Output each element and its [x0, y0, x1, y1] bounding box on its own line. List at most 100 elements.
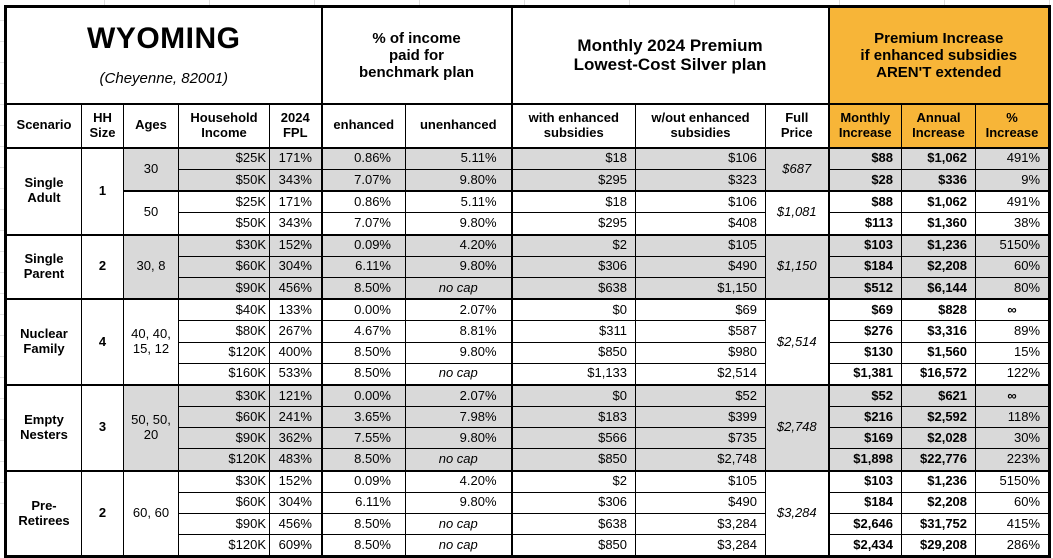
cell-income: $50K — [178, 212, 270, 236]
cell-ages: 50, 50, 20 — [123, 383, 179, 472]
col-header-2024-fpl: 2024 FPL — [269, 103, 322, 149]
cell-enhanced-pct: 7.07% — [320, 212, 406, 236]
cell-enhanced-pct: 0.86% — [320, 190, 406, 214]
cell-ages: 50 — [123, 190, 179, 236]
cell-without-subsidies: $105 — [635, 233, 767, 257]
cell-scenario: Single Adult — [5, 146, 82, 236]
state-title: WYOMING — [87, 21, 241, 55]
cell-monthly-increase: $184 — [827, 491, 903, 515]
cell-annual-increase: $2,208 — [901, 491, 977, 515]
cell-unenhanced-pct: no cap — [404, 512, 513, 536]
cell-with-subsidies: $850 — [510, 341, 637, 364]
cell-pct-increase: 286% — [975, 534, 1051, 558]
group-header-row: WYOMING (Cheyenne, 82001) % of income pa… — [5, 5, 1051, 105]
cell-monthly-increase: $103 — [827, 469, 903, 493]
cell-with-subsidies: $638 — [510, 512, 637, 536]
cell-income: $60K — [178, 406, 270, 429]
col-header-with-enhanced-subsidies: with enhanced subsidies — [510, 103, 637, 149]
col-header-monthly-increase: Monthly Increase — [827, 103, 903, 149]
cell-with-subsidies: $295 — [510, 212, 637, 236]
cell-unenhanced-pct: 5.11% — [404, 190, 513, 214]
cell-pct-increase: ∞ — [975, 298, 1051, 322]
cell-fpl: 171% — [269, 190, 322, 214]
cell-annual-increase: $2,028 — [901, 427, 977, 450]
cell-with-subsidies: $183 — [510, 406, 637, 429]
cell-pct-increase: 122% — [975, 362, 1051, 386]
table-row: $60K 304% 6.11% 9.80% $306 $490 $184 $2,208 60% — [6, 491, 1051, 515]
col-header-enhanced: enhanced — [320, 103, 406, 149]
cell-monthly-increase: $103 — [827, 233, 903, 257]
cell-enhanced-pct: 8.50% — [320, 448, 406, 472]
cell-monthly-increase: $28 — [827, 169, 903, 192]
cell-unenhanced-pct: 9.80% — [404, 212, 513, 236]
cell-pct-increase: 80% — [975, 276, 1051, 300]
cell-annual-increase: $1,236 — [901, 469, 977, 493]
cell-unenhanced-pct: 4.20% — [404, 469, 513, 493]
cell-pct-increase: ∞ — [975, 383, 1051, 408]
cell-pct-increase: 223% — [975, 448, 1051, 472]
cell-unenhanced-pct: no cap — [404, 362, 513, 386]
state-title-cell: WYOMING (Cheyenne, 82001) — [5, 5, 322, 105]
cell-full-price: $2,748 — [765, 383, 830, 472]
cell-fpl: 343% — [269, 212, 322, 236]
cell-annual-increase: $1,062 — [901, 190, 977, 214]
cell-income: $120K — [178, 341, 270, 364]
cell-fpl: 533% — [269, 362, 322, 386]
cell-fpl: 456% — [269, 276, 322, 300]
cell-pct-increase: 118% — [975, 406, 1051, 429]
cell-monthly-increase: $52 — [827, 383, 903, 408]
cell-pct-increase: 5150% — [975, 233, 1051, 257]
cell-hh-size: 3 — [81, 383, 124, 472]
group-header-benchmark-pct: % of income paid for benchmark plan — [320, 5, 513, 105]
table-row: Empty Nesters 3 50, 50, 20 $30K 121% 0.00% 2.0… — [5, 383, 1051, 472]
cell-with-subsidies: $18 — [510, 146, 637, 170]
cell-pct-increase: 89% — [975, 320, 1051, 343]
cell-without-subsidies: $52 — [635, 383, 767, 408]
cell-annual-increase: $6,144 — [901, 276, 977, 300]
cell-with-subsidies: $295 — [510, 169, 637, 192]
cell-monthly-increase: $69 — [827, 298, 903, 322]
cell-ages: 30 — [123, 146, 179, 192]
cell-enhanced-pct: 8.50% — [320, 512, 406, 536]
cell-without-subsidies: $408 — [635, 212, 767, 236]
cell-enhanced-pct: 0.09% — [320, 233, 406, 257]
cell-pct-increase: 15% — [975, 341, 1051, 364]
cell-unenhanced-pct: no cap — [404, 534, 513, 558]
cell-annual-increase: $16,572 — [901, 362, 977, 386]
cell-scenario: Single Parent — [5, 233, 82, 300]
cell-enhanced-pct: 0.00% — [320, 383, 406, 408]
cell-pct-increase: 30% — [975, 427, 1051, 450]
cell-monthly-increase: $276 — [827, 320, 903, 343]
cell-unenhanced-pct: 9.80% — [404, 341, 513, 364]
cell-enhanced-pct: 6.11% — [320, 255, 406, 278]
cell-annual-increase: $1,560 — [901, 341, 977, 364]
cell-with-subsidies: $311 — [510, 320, 637, 343]
cell-with-subsidies: $2 — [510, 469, 637, 493]
table-row: $120K 483% 8.50% no cap $850 $2,748 $1,898 $22,… — [6, 448, 1051, 472]
cell-income: $120K — [178, 534, 270, 558]
table-row: $120K 400% 8.50% 9.80% $850 $980 $130 $1,560 15% — [6, 341, 1051, 364]
cell-with-subsidies: $0 — [510, 383, 637, 408]
cell-monthly-increase: $216 — [827, 406, 903, 429]
cell-without-subsidies: $3,284 — [635, 512, 767, 536]
cell-ages: 30, 8 — [123, 233, 179, 300]
cell-enhanced-pct: 0.00% — [320, 298, 406, 322]
cell-hh-size: 2 — [81, 233, 124, 300]
cell-pct-increase: 38% — [975, 212, 1051, 236]
cell-without-subsidies: $980 — [635, 341, 767, 364]
cell-monthly-increase: $2,646 — [827, 512, 903, 536]
cell-income: $160K — [178, 362, 270, 386]
cell-income: $80K — [178, 320, 270, 343]
cell-pct-increase: 60% — [975, 255, 1051, 278]
cell-fpl: 304% — [269, 491, 322, 515]
cell-without-subsidies: $2,748 — [635, 448, 767, 472]
table-row: $50K 343% 7.07% 9.80% $295 $408 $113 $1,360 38% — [6, 212, 1051, 236]
cell-income: $30K — [178, 469, 270, 493]
premium-table: WYOMING (Cheyenne, 82001) % of income pa… — [4, 5, 1052, 558]
cell-annual-increase: $621 — [901, 383, 977, 408]
cell-unenhanced-pct: 8.81% — [404, 320, 513, 343]
cell-scenario: Nuclear Family — [5, 298, 82, 386]
cell-pct-increase: 415% — [975, 512, 1051, 536]
cell-fpl: 483% — [269, 448, 322, 472]
cell-fpl: 267% — [269, 320, 322, 343]
